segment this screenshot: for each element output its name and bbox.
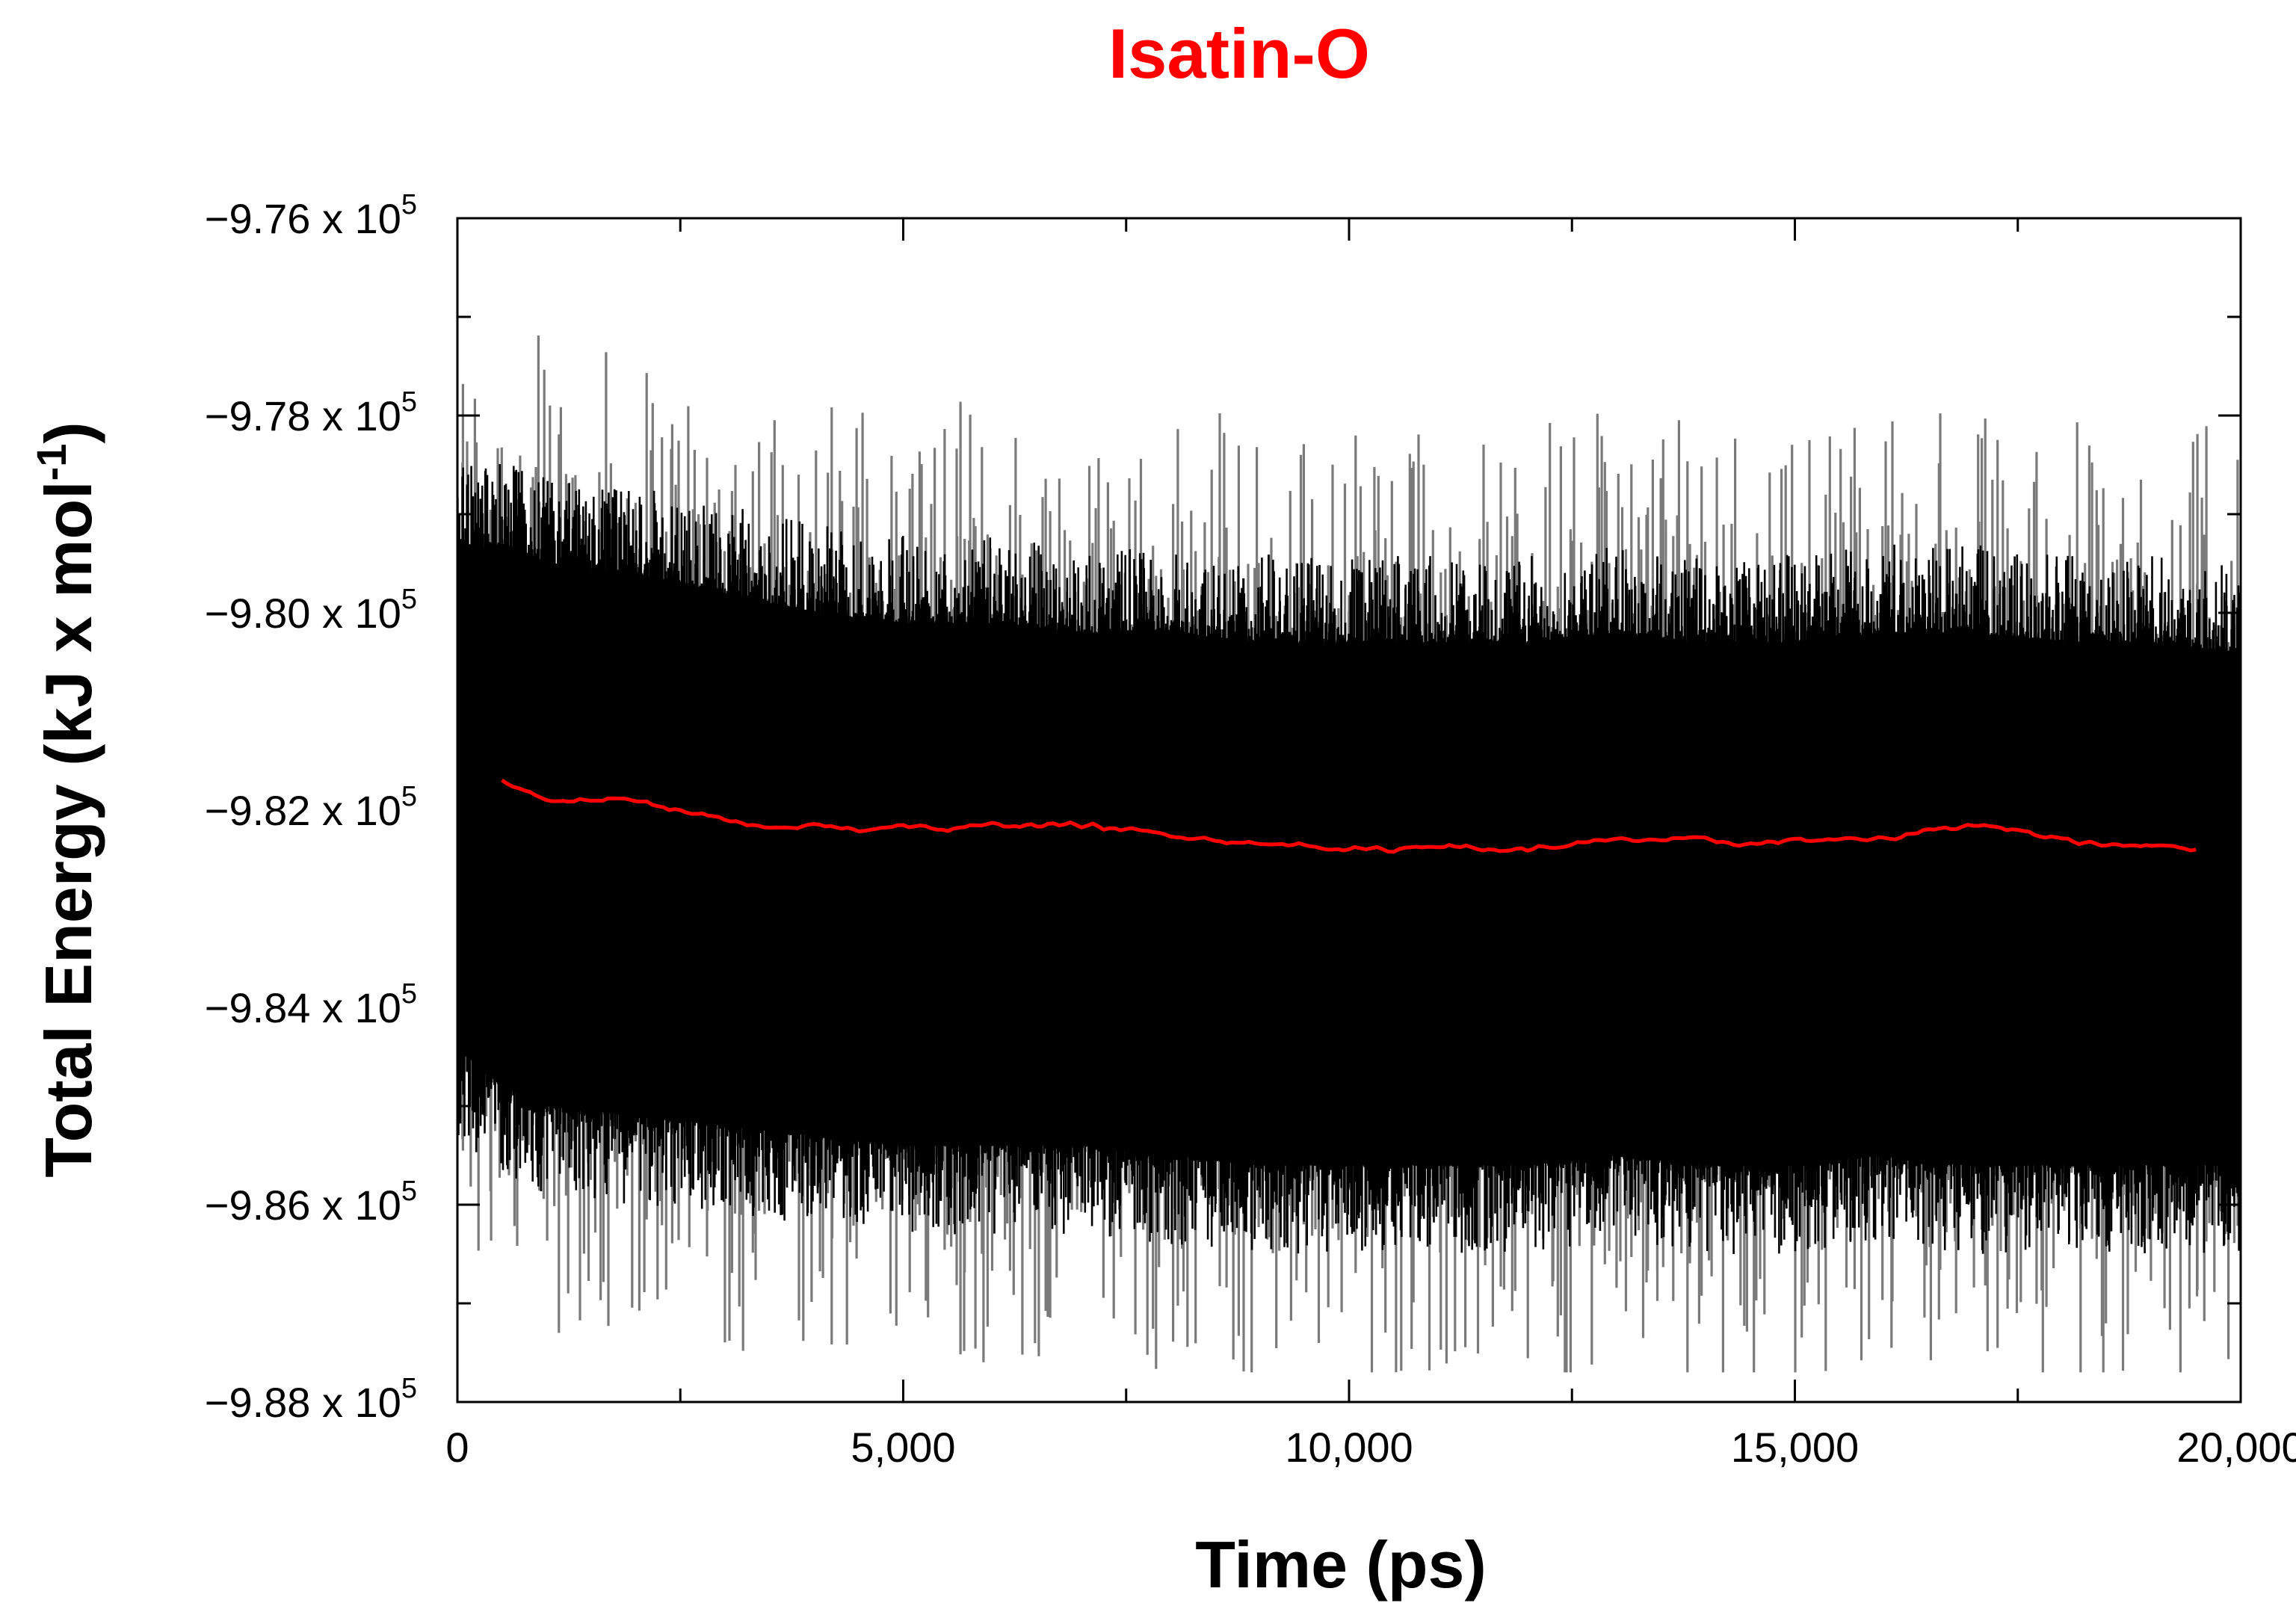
y-tick-exponent: 5	[401, 584, 417, 615]
y-tick-label: −9.88 x 105	[205, 1373, 417, 1426]
y-tick-exponent: 5	[401, 189, 417, 220]
y-axis-title-superscript: -1	[28, 444, 75, 481]
y-tick-label: −9.84 x 105	[205, 978, 417, 1031]
y-tick-mantissa: −9.78 x 10	[205, 392, 401, 439]
y-tick-mantissa: −9.84 x 10	[205, 984, 401, 1031]
plot-area	[457, 335, 2241, 1373]
axes: 0 5,000 10,000 15,000 20,000−9.76 x 105−9.78…	[205, 189, 2296, 1471]
y-tick-mantissa: −9.76 x 10	[205, 195, 401, 242]
y-tick-label: −9.78 x 105	[205, 386, 417, 439]
y-tick-label: −9.86 x 105	[205, 1176, 417, 1229]
x-axis-title: Time (ps)	[1195, 1528, 1487, 1602]
x-tick-label: 0	[445, 1424, 469, 1471]
x-tick-label: 5,000	[851, 1424, 955, 1471]
chart-title: Isatin-O	[1108, 14, 1370, 93]
y-axis-title-main: Total Energy (kJ x mol	[31, 481, 105, 1177]
x-tick-label: 20,000	[2176, 1424, 2296, 1471]
plot-inner	[457, 335, 2241, 1373]
y-tick-mantissa: −9.82 x 10	[205, 787, 401, 834]
y-tick-label: −9.76 x 105	[205, 189, 417, 242]
y-tick-exponent: 5	[401, 781, 417, 812]
y-tick-mantissa: −9.80 x 10	[205, 590, 401, 637]
y-tick-exponent: 5	[401, 978, 417, 1010]
y-tick-exponent: 5	[401, 1373, 417, 1404]
y-tick-exponent: 5	[401, 386, 417, 418]
energy-trace-band	[457, 553, 2241, 1136]
y-axis-title-close: )	[31, 421, 105, 443]
y-tick-mantissa: −9.86 x 10	[205, 1182, 401, 1229]
running-average-line	[501, 778, 2197, 854]
y-axis-title: Total Energy (kJ x mol-1)	[28, 421, 105, 1178]
y-tick-label: −9.82 x 105	[205, 781, 417, 834]
y-tick-mantissa: −9.88 x 10	[205, 1379, 401, 1426]
y-tick-exponent: 5	[401, 1176, 417, 1207]
x-tick-label: 15,000	[1731, 1424, 1859, 1471]
y-tick-label: −9.80 x 105	[205, 584, 417, 637]
x-tick-label: 10,000	[1285, 1424, 1413, 1471]
